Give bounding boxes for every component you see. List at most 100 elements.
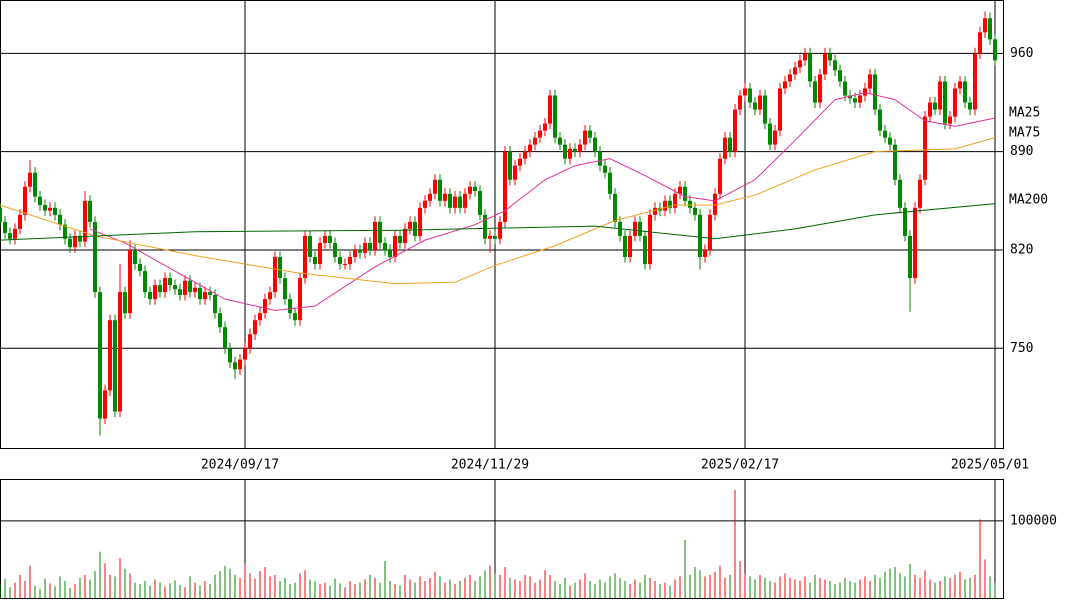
- candle-body: [788, 74, 792, 82]
- candle-body: [263, 299, 267, 314]
- candle-body: [668, 200, 672, 208]
- candle-body: [513, 165, 517, 180]
- candle-body: [663, 200, 667, 211]
- candle-body: [533, 137, 537, 145]
- candle-body: [163, 278, 167, 293]
- candle-body: [418, 207, 422, 236]
- candle-body: [138, 264, 142, 272]
- candle-body: [973, 53, 977, 110]
- candle-body: [303, 235, 307, 279]
- y-tick-label: 890: [1010, 144, 1033, 159]
- candle-body: [908, 235, 912, 279]
- candle-body: [23, 186, 27, 215]
- candle-body: [553, 95, 557, 138]
- candle-body: [778, 88, 782, 131]
- candle-body: [473, 186, 477, 191]
- candle-body: [478, 190, 482, 215]
- candle-body: [993, 39, 997, 61]
- candle-body: [68, 238, 72, 248]
- candle-body: [308, 235, 312, 258]
- candle-body: [798, 60, 802, 68]
- moving-average-line: [89, 92, 996, 311]
- candle-body: [523, 151, 527, 159]
- candle-body: [928, 102, 932, 117]
- candle-body: [548, 95, 552, 124]
- candle-body: [853, 98, 857, 103]
- candle-body: [333, 242, 337, 258]
- candle-body: [378, 221, 382, 243]
- candle-body: [438, 179, 442, 201]
- candle-body: [578, 144, 582, 152]
- candle-body: [38, 196, 42, 206]
- candle-body: [398, 235, 402, 243]
- candle-body: [198, 287, 202, 300]
- candle-body: [748, 88, 752, 103]
- candle-body: [133, 249, 137, 265]
- candle-body: [583, 130, 587, 145]
- candle-body: [858, 95, 862, 103]
- candle-body: [48, 207, 52, 211]
- candle-body: [808, 53, 812, 82]
- candle-body: [73, 235, 77, 248]
- candle-body: [128, 249, 132, 314]
- candle-body: [763, 95, 767, 124]
- candle-body: [708, 214, 712, 250]
- candle-body: [338, 257, 342, 265]
- candle-body: [328, 235, 332, 243]
- candle-body: [528, 144, 532, 152]
- candle-body: [893, 144, 897, 180]
- candle-body: [873, 74, 877, 110]
- candle-body: [343, 264, 347, 266]
- candle-body: [238, 359, 242, 370]
- candle-body: [653, 207, 657, 215]
- candle-body: [738, 95, 742, 110]
- candle-body: [733, 109, 737, 152]
- candle-body: [223, 327, 227, 349]
- candle-body: [8, 233, 12, 239]
- candle-body: [193, 287, 197, 293]
- candle-body: [43, 205, 47, 211]
- candle-body: [423, 200, 427, 208]
- legend-label: MA75: [1009, 126, 1040, 141]
- candle-body: [253, 320, 257, 335]
- candle-body: [168, 278, 172, 286]
- candle-body: [123, 292, 127, 314]
- candle-body: [848, 95, 852, 99]
- candle-body: [613, 193, 617, 222]
- candle-body: [938, 81, 942, 110]
- candle-body: [673, 193, 677, 208]
- candle-body: [443, 193, 447, 201]
- y-tick-label: 750: [1010, 341, 1033, 356]
- candle-body: [678, 186, 682, 194]
- candle-body: [688, 200, 692, 208]
- candle-body: [868, 74, 872, 89]
- candle-body: [298, 278, 302, 321]
- candle-body: [158, 285, 162, 293]
- candle-body: [188, 280, 192, 293]
- candle-body: [988, 18, 992, 40]
- candle-body: [208, 292, 212, 295]
- candle-body: [983, 18, 987, 33]
- candle-body: [758, 95, 762, 110]
- candle-body: [108, 320, 112, 391]
- candle-body: [913, 207, 917, 279]
- candle-body: [393, 235, 397, 258]
- candle-body: [3, 221, 7, 234]
- candle-body: [388, 249, 392, 258]
- moving-average-line: [0, 203, 996, 241]
- candle-body: [403, 228, 407, 243]
- candle-body: [628, 235, 632, 258]
- legend-label: MA25: [1009, 106, 1040, 121]
- candle-body: [508, 151, 512, 180]
- moving-average-line: [0, 137, 996, 285]
- candle-body: [83, 200, 87, 242]
- volume-frame: [0, 479, 1004, 599]
- candle-body: [483, 214, 487, 239]
- candle-body: [698, 214, 702, 258]
- candle-body: [963, 81, 967, 103]
- candle-body: [898, 179, 902, 208]
- candle-body: [278, 257, 282, 279]
- candle-body: [413, 221, 417, 236]
- candle-body: [283, 278, 287, 300]
- candle-body: [173, 285, 177, 290]
